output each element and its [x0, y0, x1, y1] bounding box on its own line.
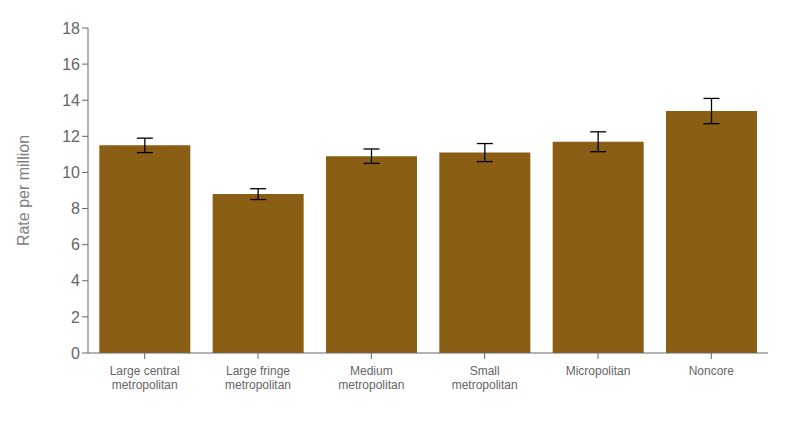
svg-text:Large centralmetropolitan: Large centralmetropolitan — [110, 364, 180, 392]
svg-text:Micropolitan: Micropolitan — [566, 364, 631, 378]
svg-text:Rate per million: Rate per million — [15, 135, 32, 246]
svg-text:Noncore: Noncore — [689, 364, 735, 378]
svg-text:0: 0 — [71, 345, 80, 362]
svg-text:6: 6 — [71, 236, 80, 253]
svg-text:12: 12 — [62, 128, 80, 145]
svg-text:Smallmetropolitan: Smallmetropolitan — [452, 364, 518, 392]
svg-text:16: 16 — [62, 56, 80, 73]
svg-text:10: 10 — [62, 164, 80, 181]
svg-text:Mediummetropolitan: Mediummetropolitan — [338, 364, 404, 392]
svg-text:18: 18 — [62, 20, 80, 37]
svg-text:2: 2 — [71, 309, 80, 326]
svg-text:4: 4 — [71, 272, 80, 289]
svg-text:Large fringemetropolitan: Large fringemetropolitan — [225, 364, 291, 392]
svg-text:8: 8 — [71, 200, 80, 217]
svg-text:14: 14 — [62, 92, 80, 109]
